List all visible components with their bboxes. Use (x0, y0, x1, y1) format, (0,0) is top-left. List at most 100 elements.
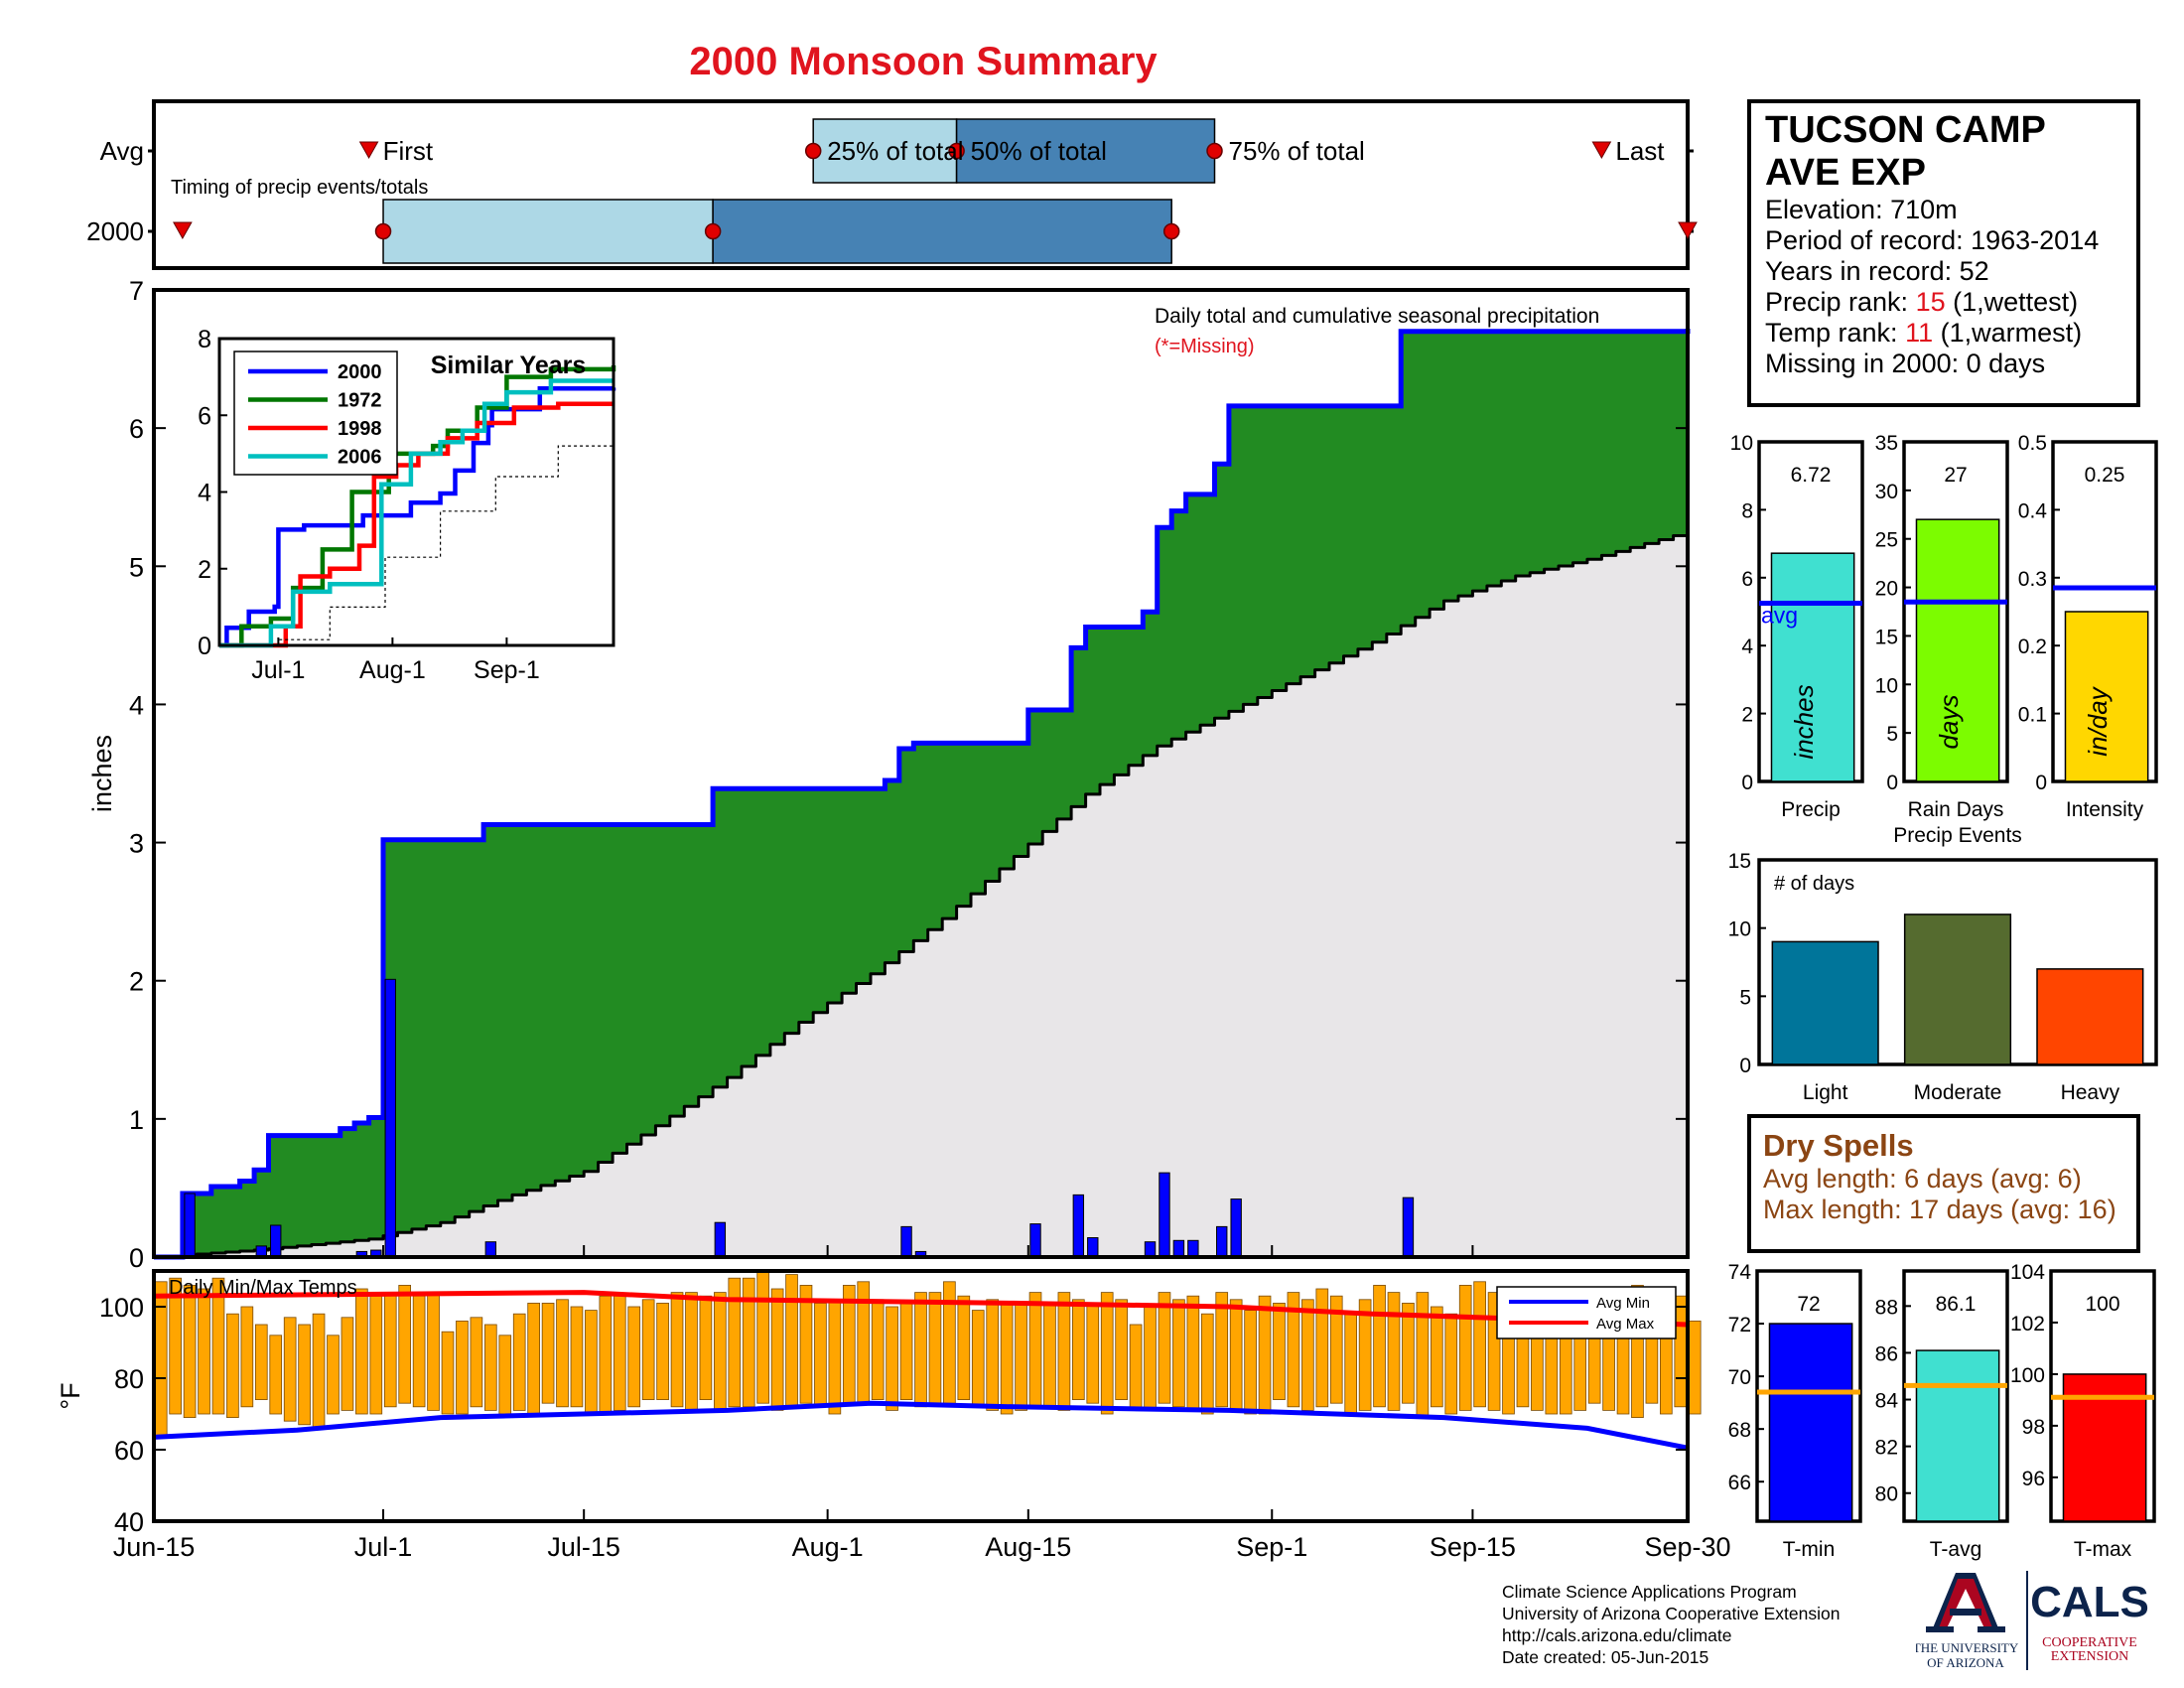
timing-last-label: Last (1615, 136, 1665, 166)
temp-range-bar (1028, 1292, 1042, 1408)
intensity_bar-x-label: Intensity (2066, 798, 2144, 821)
small-y-tick-label: 6 (1741, 568, 1753, 591)
small-y-tick-label: 35 (1875, 432, 1898, 455)
temp-legend-label: Avg Min (1596, 1295, 1650, 1312)
tmin_bar-x-label: T-min (1783, 1538, 1836, 1561)
temp-range-bar (527, 1303, 540, 1415)
temp-range-bar (1158, 1292, 1171, 1404)
temp-legend-box (1496, 1286, 1677, 1339)
temp-range-bar (742, 1277, 755, 1408)
timing-row-label: 2000 (86, 216, 144, 246)
avg-min-line (153, 1400, 1689, 1451)
dry-spells-title: Dry Spells (1763, 1128, 1914, 1163)
precip-events-panel: Light Moderate Heavy 0 5 10 15 Precip Events # o… (1728, 824, 2158, 1104)
temp-range-bar (1344, 1313, 1357, 1415)
x-tick-label: Sep-15 (1430, 1532, 1516, 1562)
daily-precip-bar (270, 1224, 282, 1258)
temp-range-bar (1186, 1295, 1200, 1411)
intensity_bar-unit-label: in/day (2083, 685, 2113, 756)
credits-url: http://cals.arizona.edu/climate (1502, 1625, 1732, 1645)
timing-marker-dot (1206, 142, 1223, 160)
y-tick-label: 0 (129, 1243, 144, 1273)
x-tick-label: Sep-1 (1236, 1532, 1307, 1562)
credits-university: University of Arizona Cooperative Extens… (1502, 1604, 1841, 1623)
temp-range-bar (498, 1335, 512, 1415)
small-y-tick-label: 68 (1728, 1419, 1751, 1442)
intensity_bar-value-label: 0.25 (2085, 464, 2125, 487)
credits-date: Date created: 05-Jun-2015 (1502, 1647, 1709, 1667)
x-tick-label: Sep-30 (1644, 1532, 1730, 1562)
inset-title: Similar Years (431, 352, 587, 379)
events-y-tick-label: 15 (1728, 850, 1751, 873)
temp-range-bar (1258, 1295, 1272, 1415)
temp-range-bar (756, 1270, 769, 1404)
small-y-tick-label: 25 (1875, 529, 1898, 552)
temp-range-bar (412, 1295, 426, 1408)
temp-range-bar (283, 1317, 297, 1422)
temp-range-bar (785, 1274, 798, 1408)
daily-precip-bar (1072, 1194, 1085, 1258)
precip_bar-avg-label: avg (1761, 602, 1798, 628)
events-y-tick-label: 10 (1728, 918, 1751, 941)
temp-range-bar (427, 1292, 440, 1411)
event-category-label: Moderate (1914, 1081, 2002, 1104)
temp-range-bar (1000, 1303, 1014, 1415)
temp-range-bar (1086, 1303, 1100, 1404)
small-y-tick-label: 5 (1886, 723, 1898, 746)
temp-range-bar (641, 1299, 655, 1401)
inset-y-tick-label: 4 (198, 480, 211, 507)
temp-range-bar (971, 1310, 985, 1408)
precip_bar-value-bar (1770, 552, 1855, 782)
raindays_bar-value-label: 27 (1944, 464, 1967, 487)
small-y-tick-label: 0.1 (2018, 704, 2047, 727)
tavg_bar-value-bar (1915, 1349, 2000, 1522)
temp-y-tick-label: 40 (114, 1507, 144, 1537)
temp-rank-label: Temp rank: (1765, 318, 1906, 348)
intensity_bar-value-bar (2064, 611, 2149, 782)
small-y-tick-label: 0.4 (2018, 499, 2048, 522)
small-y-tick-label: 80 (1875, 1483, 1898, 1506)
timing-q50-q75-box (712, 199, 1172, 264)
small-y-tick-label: 98 (2022, 1416, 2045, 1439)
temp-range-bar (1015, 1303, 1027, 1411)
temp-range-bar (886, 1306, 898, 1411)
temp-range-bar (714, 1292, 727, 1411)
small-y-tick-label: 10 (1875, 674, 1898, 697)
cals-text: CALS (2030, 1578, 2149, 1626)
temp-range-bar (613, 1295, 626, 1411)
small-y-tick-label: 104 (2010, 1261, 2045, 1284)
temp-range-bar (699, 1295, 713, 1400)
precip_bar-value-label: 6.72 (1791, 464, 1832, 487)
temp-range-bar (1072, 1299, 1085, 1401)
main-chart-subtitle: (*=Missing) (1155, 336, 1255, 357)
small-y-tick-label: 100 (2010, 1364, 2045, 1387)
temp-range-bar (211, 1277, 225, 1415)
event-category-label: Heavy (2061, 1081, 2120, 1104)
temp-range-bar (914, 1292, 927, 1408)
dry-spells-max: Max length: 17 days (avg: 16) (1763, 1195, 2116, 1224)
tmin_bar-value-label: 72 (1797, 1293, 1820, 1316)
university-logo: THE UNIVERSITY OF ARIZONA CALS COOPERATI… (1916, 1571, 2149, 1670)
temp-range-bar (1430, 1306, 1443, 1408)
temp-range-bar (1115, 1299, 1128, 1401)
temperature-panel: 40 60 80 100 °F Daily Min/Max Temps Avg Min Avg… (56, 1245, 1731, 1562)
timing-panel: Avg First 25% of total 50% of total 75% of t… (86, 99, 1698, 270)
credits: Climate Science Applications Program Uni… (1502, 1581, 1840, 1668)
inset-series-line (219, 378, 614, 648)
temp-range-bar (1273, 1303, 1286, 1401)
small-y-tick-label: 102 (2010, 1313, 2045, 1336)
temp-range-bar (570, 1306, 584, 1408)
small-y-tick-label: 0.5 (2018, 432, 2047, 455)
temp-range-bar (770, 1288, 784, 1411)
temp-range-bar (298, 1324, 311, 1426)
dry-spells-box: Dry Spells Avg length: 6 days (avg: 6) M… (1747, 1114, 2140, 1253)
temp-range-bar (1444, 1313, 1458, 1415)
station-years: Years in record: 52 (1765, 256, 1989, 286)
temp-range-bar (1487, 1292, 1501, 1411)
y-tick-label: 6 (129, 414, 144, 444)
events-y-tick-label: 0 (1739, 1055, 1751, 1077)
small-y-tick-label: 4 (1741, 635, 1753, 658)
timing-marker-dot (804, 142, 822, 160)
tavg_bar-panel: 80 82 84 86 88 86.1 T-avg (1875, 1269, 2009, 1561)
small-y-tick-label: 70 (1728, 1366, 1751, 1389)
